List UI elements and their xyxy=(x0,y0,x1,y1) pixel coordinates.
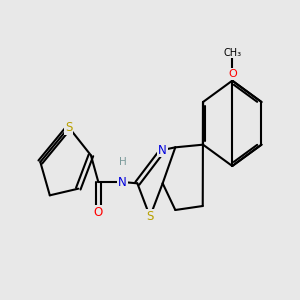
Text: N: N xyxy=(118,176,127,188)
Text: N: N xyxy=(158,143,167,157)
Text: S: S xyxy=(146,210,154,223)
Text: O: O xyxy=(94,206,103,219)
Text: CH₃: CH₃ xyxy=(223,48,241,58)
Text: S: S xyxy=(65,121,73,134)
Text: H: H xyxy=(119,157,127,167)
Text: O: O xyxy=(228,69,237,79)
